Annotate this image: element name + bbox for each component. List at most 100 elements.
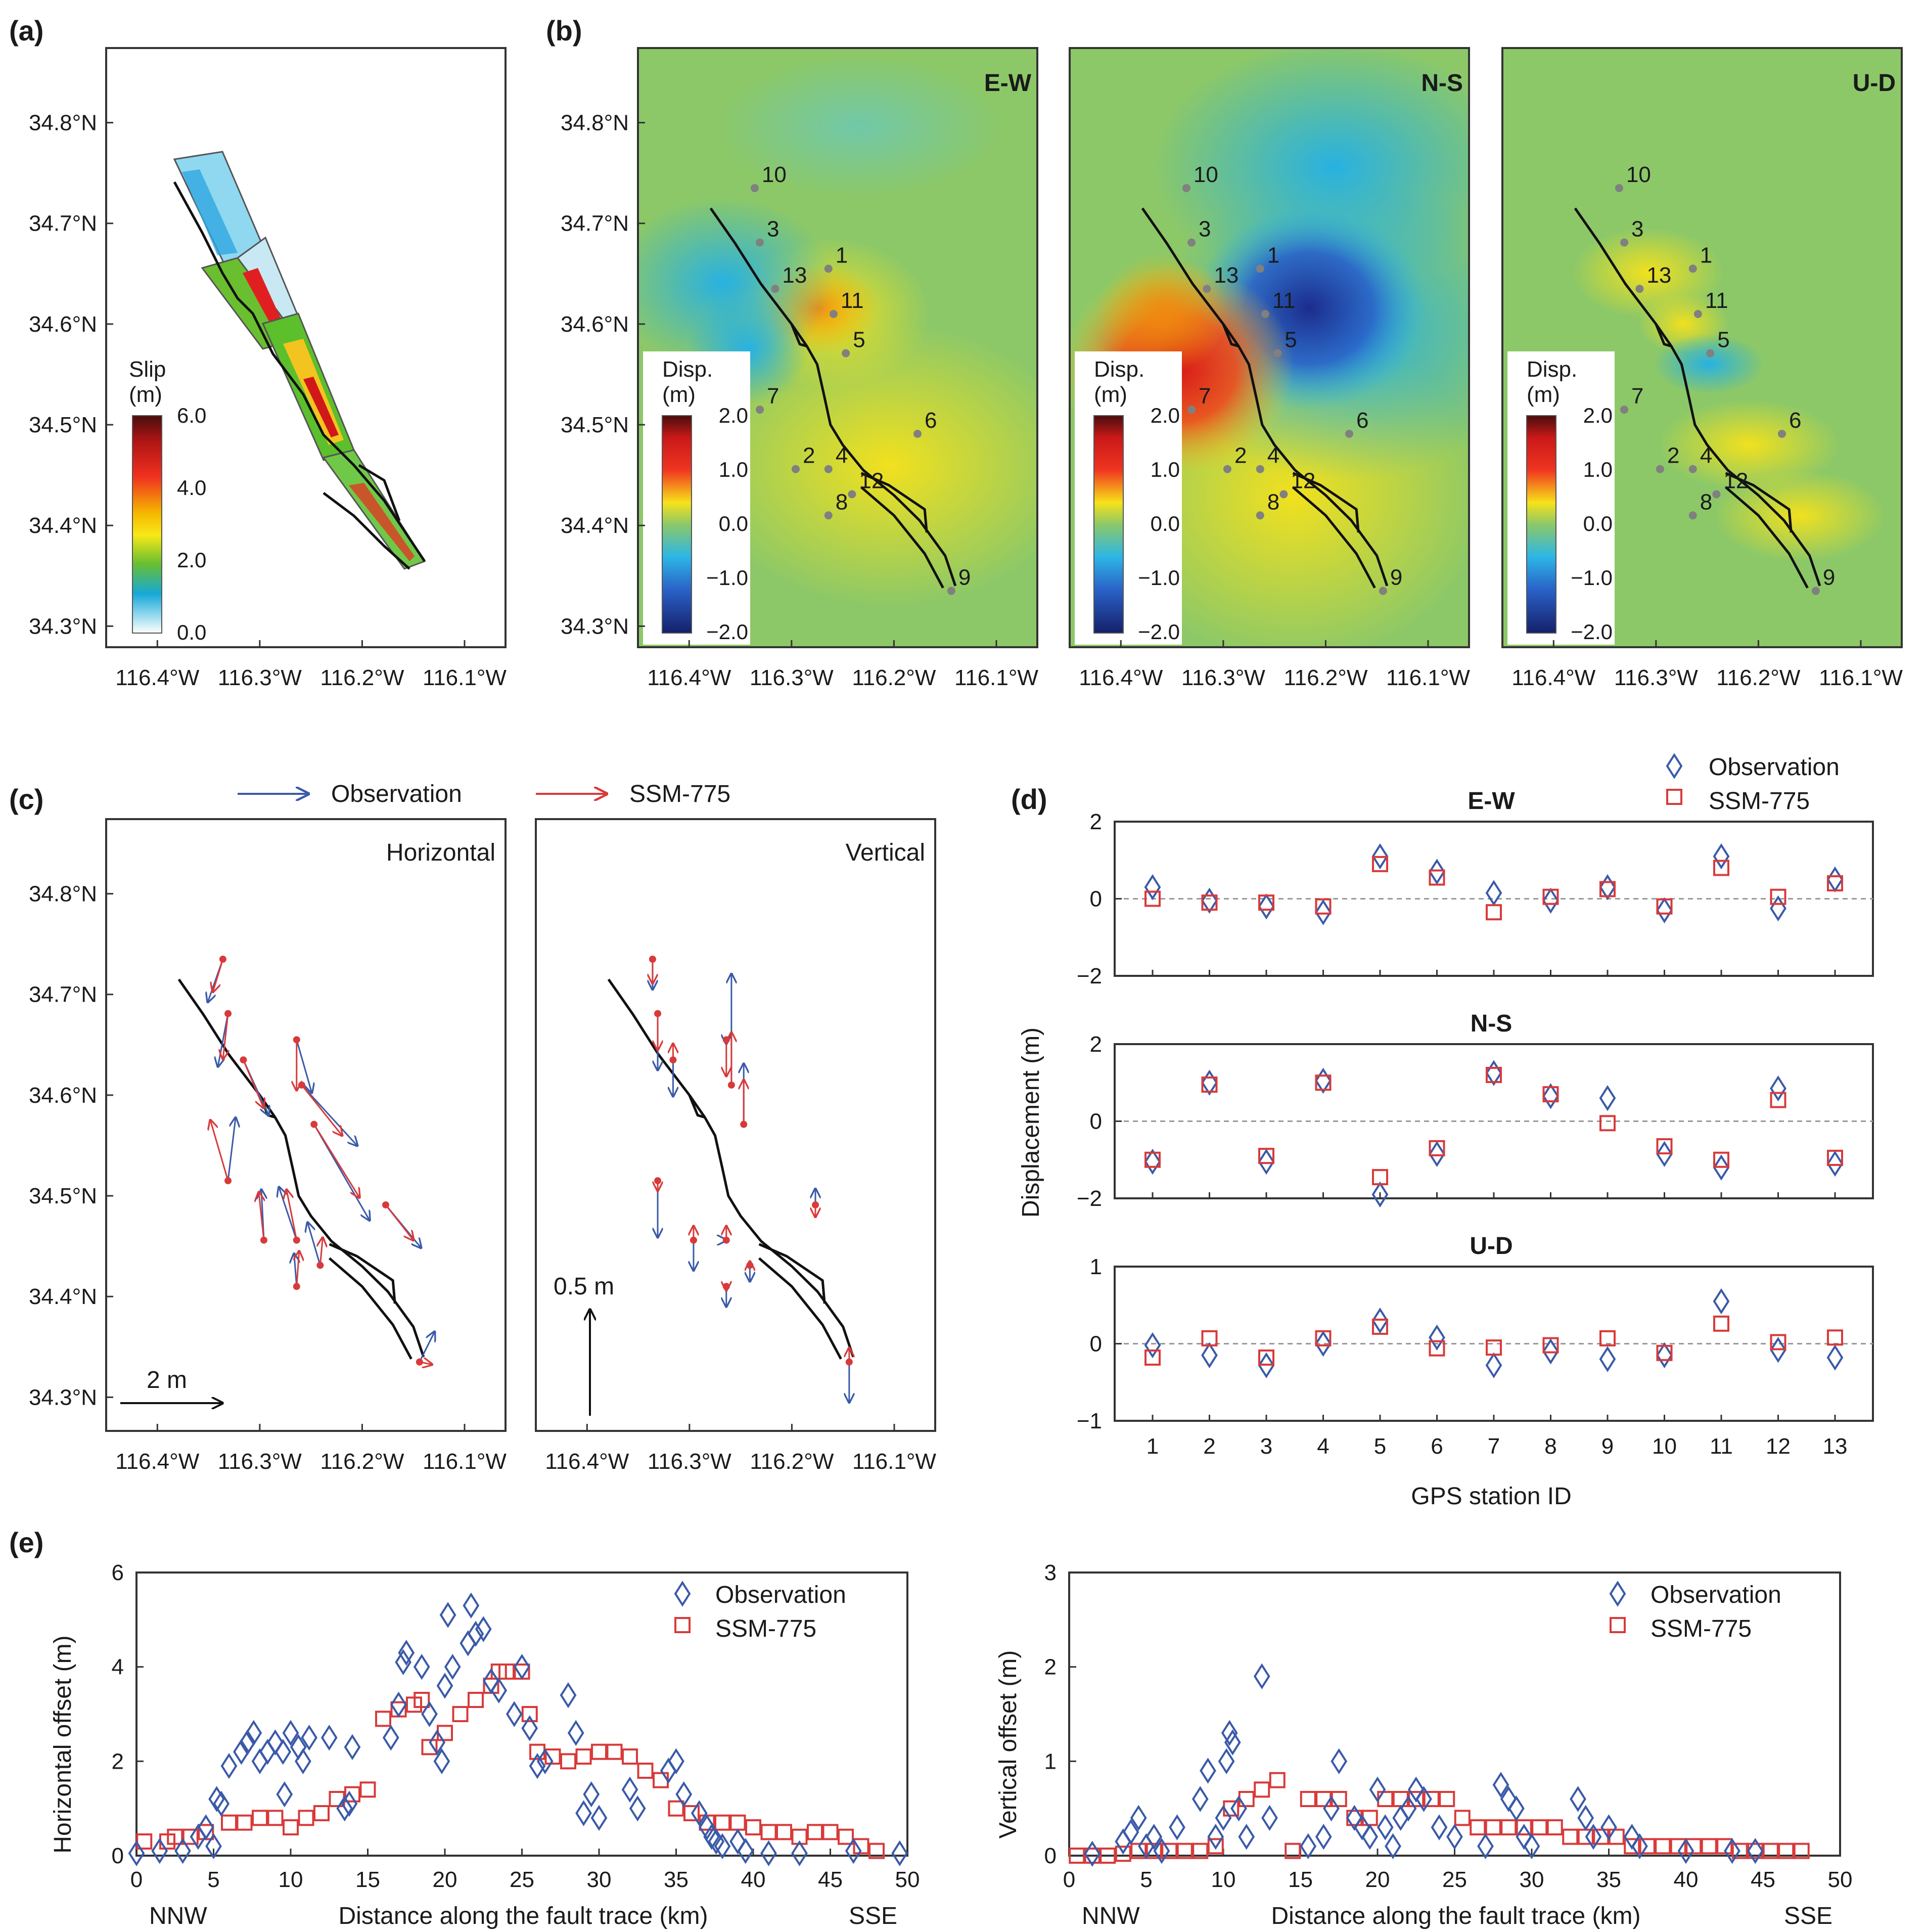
model-point <box>1315 1330 1332 1346</box>
lon-tick-label: 116.4°W <box>115 1449 199 1474</box>
gps-station-label: 10 <box>1194 162 1218 187</box>
x-tick-label: 10 <box>279 1867 303 1892</box>
model-point <box>1144 890 1161 907</box>
model-point <box>1372 856 1388 872</box>
horizontal-station-dot <box>382 1201 389 1208</box>
lat-tick-label: 34.4°N <box>29 513 97 538</box>
obs-point <box>1122 1819 1139 1846</box>
model-point <box>182 1828 199 1845</box>
disp-tick-ew-4: −2.0 <box>706 620 748 644</box>
fault-trace <box>177 978 425 1358</box>
obs-point <box>1431 1814 1448 1840</box>
model-point <box>1315 1074 1332 1091</box>
lon-tick-label: 116.1°W <box>423 665 507 690</box>
x-tick-label: 13 <box>1823 1434 1848 1459</box>
y-tick-label: 0 <box>112 1844 124 1868</box>
model-point <box>606 1743 623 1760</box>
map-ud-frame <box>1501 47 1903 648</box>
obs-point <box>1354 1814 1370 1840</box>
model-point <box>1542 1086 1559 1103</box>
obs-point <box>1191 1786 1209 1812</box>
x-tick-label: 45 <box>1751 1867 1775 1892</box>
gps-station-dot <box>1256 264 1264 273</box>
gps-station-dot <box>1273 349 1282 357</box>
horizontal-model-arrow <box>287 1190 298 1240</box>
gps-station-label: 12 <box>1291 468 1315 493</box>
disp-tick-ew-2: 0.0 <box>719 512 748 535</box>
obs-point <box>1599 1085 1616 1111</box>
obs-point <box>1144 1332 1161 1359</box>
obs-point <box>1230 1795 1247 1822</box>
obs-point <box>1224 1729 1241 1756</box>
panel-d: (d) Observation SSM-775 E-W N-S U-D Disp… <box>1011 753 1874 1510</box>
lon-tick-label: 116.1°W <box>852 1449 936 1474</box>
model-point <box>1485 1819 1501 1835</box>
legend-d-observation: Observation <box>1709 754 1840 781</box>
obs-point <box>208 1786 225 1812</box>
horizontal-model-arrow <box>301 1085 342 1136</box>
obs-point <box>174 1837 191 1864</box>
legend-d-square <box>1666 789 1682 805</box>
x-tick-label: 0 <box>1063 1867 1075 1892</box>
model-point <box>745 1819 761 1835</box>
slip-patch-red-1 <box>243 268 283 329</box>
obs-point <box>1656 1141 1673 1167</box>
lat-tick-label: 34.8°N <box>29 882 97 907</box>
subplot-title-ns: N-S <box>1471 1010 1512 1037</box>
obs-point <box>1724 1837 1740 1864</box>
gps-station-dot <box>1256 511 1264 520</box>
x-tick-label: 15 <box>355 1867 380 1892</box>
model-point <box>1315 1791 1332 1807</box>
x-tick-label: 2 <box>1203 1434 1215 1459</box>
obs-point <box>1542 1338 1559 1365</box>
model-point <box>1770 1092 1786 1108</box>
obs-point <box>251 1748 268 1775</box>
vertical-station-dot <box>722 1236 730 1244</box>
obs-point <box>220 1753 238 1779</box>
obs-point <box>295 1748 311 1775</box>
lon-tick-label: 116.1°W <box>1386 665 1470 690</box>
panel-c-vertical-frame <box>535 818 936 1432</box>
slip-tick-2: 2.0 <box>177 548 206 572</box>
model-point <box>1516 1819 1532 1835</box>
gps-station-label: 10 <box>762 162 787 187</box>
gps-station-dot <box>1203 285 1211 293</box>
y-tick-label: −2 <box>1077 964 1102 989</box>
model-point <box>760 1824 777 1840</box>
sse-right: SSE <box>1784 1903 1832 1929</box>
lat-tick-label: 34.5°N <box>29 413 97 437</box>
model-point <box>1258 1349 1274 1366</box>
model-point <box>221 1814 237 1831</box>
obs-point <box>1826 866 1844 893</box>
subplot-title-ew: E-W <box>1468 788 1515 815</box>
lat-tick-label: 34.4°N <box>561 513 629 538</box>
obs-point <box>760 1840 777 1867</box>
gps-station-dot <box>756 406 764 414</box>
gps-station-label: 4 <box>1700 443 1712 468</box>
fault-trace <box>1724 486 1809 589</box>
model-point <box>1429 869 1445 886</box>
obs-point <box>668 1748 684 1775</box>
obs-point <box>413 1653 430 1680</box>
fault-trace <box>1292 486 1376 589</box>
obs-point <box>1315 1823 1332 1850</box>
gps-station-label: 12 <box>1723 468 1748 493</box>
model-point <box>838 1828 854 1845</box>
gps-station-label: 1 <box>1700 243 1712 267</box>
gps-station-label: 5 <box>1717 328 1729 352</box>
obs-point <box>341 1790 358 1817</box>
obs-point <box>1429 859 1445 885</box>
obs-point <box>1770 1336 1786 1363</box>
gps-station-dot <box>1615 184 1623 193</box>
y-tick-label: 0 <box>1044 1844 1057 1868</box>
vertical-station-dot <box>740 1120 748 1128</box>
model-point <box>1531 1819 1548 1835</box>
model-point <box>853 1838 869 1855</box>
panel-a-frame <box>105 47 507 648</box>
model-point <box>344 1786 360 1803</box>
obs-point <box>560 1682 577 1709</box>
disp-tick-ew-3: −1.0 <box>706 566 748 590</box>
fault-trace <box>329 1243 396 1304</box>
legend-d-diamond <box>1666 753 1683 779</box>
